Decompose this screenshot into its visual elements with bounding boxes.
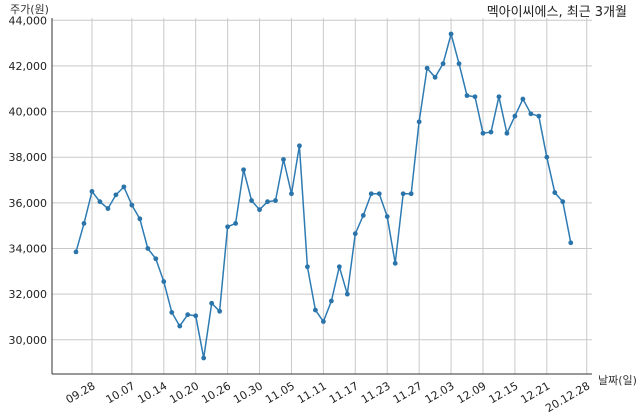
data-point — [472, 94, 478, 100]
data-point — [496, 94, 502, 100]
y-tick-label: 44,000 — [9, 14, 48, 27]
y-tick-label: 38,000 — [9, 151, 48, 164]
data-point — [185, 312, 191, 318]
data-point — [217, 308, 223, 314]
x-tick-label: 11.17 — [327, 379, 361, 406]
y-tick-label: 32,000 — [9, 288, 48, 301]
data-point — [344, 291, 350, 297]
data-point — [81, 220, 87, 226]
x-tick-label: 10.26 — [199, 379, 233, 406]
x-tick-label: 20.12.28 — [543, 379, 592, 415]
y-tick-label: 34,000 — [9, 242, 48, 255]
y-tick-label: 42,000 — [9, 60, 48, 73]
x-tick-label: 11.27 — [391, 379, 425, 406]
data-point — [137, 216, 143, 222]
data-point — [488, 129, 494, 135]
data-point — [408, 191, 414, 197]
data-point — [568, 240, 574, 246]
data-point — [448, 31, 454, 37]
x-tick-label: 09.28 — [64, 379, 98, 406]
x-tick-label: 11.11 — [295, 379, 329, 406]
data-point — [233, 220, 239, 226]
data-point — [273, 198, 278, 203]
data-point — [281, 157, 286, 162]
data-point — [201, 355, 207, 361]
x-tick-label: 11.23 — [359, 379, 393, 406]
data-point — [536, 113, 542, 119]
data-point — [480, 130, 486, 136]
data-point — [97, 199, 103, 205]
data-point — [352, 231, 358, 237]
data-point — [368, 191, 374, 197]
data-point — [209, 300, 215, 306]
y-tick-labels: 30,000 32,000 34,000 36,000 38,000 40,000 42,0… — [9, 14, 48, 346]
data-point — [105, 206, 111, 211]
data-point — [145, 246, 151, 251]
data-point — [560, 199, 566, 205]
data-point — [432, 74, 438, 80]
data-point — [504, 130, 510, 136]
data-point — [336, 264, 342, 270]
data-point — [360, 212, 366, 218]
data-point — [193, 313, 199, 319]
x-gridlines — [91, 18, 588, 374]
x-tick-label: 11.05 — [263, 379, 297, 406]
data-point — [249, 198, 254, 203]
data-point — [265, 199, 270, 205]
y-tick-label: 36,000 — [9, 197, 48, 210]
data-point — [73, 249, 79, 255]
data-point — [512, 113, 518, 119]
y-tick-label: 30,000 — [9, 334, 48, 347]
data-point — [424, 65, 430, 71]
data-point — [376, 191, 382, 197]
data-point — [313, 307, 318, 313]
y-axis-label: 주가(원) — [10, 3, 49, 16]
chart-title: 멕아이씨에스, 최근 3개월 — [487, 5, 627, 20]
y-gridlines — [52, 19, 592, 341]
data-point — [416, 119, 422, 125]
x-tick-label: 10.07 — [104, 379, 138, 406]
x-axis-label: 날짜(일) — [598, 373, 637, 387]
x-tick-label: 10.14 — [136, 379, 170, 406]
data-point — [169, 309, 175, 315]
data-point — [113, 192, 119, 198]
x-tick-labels: 09.28 10.0710.1410.2010.2610.3011.0511.11… — [64, 379, 593, 415]
data-point — [241, 167, 246, 173]
x-tick-label: 12.09 — [455, 379, 489, 406]
price-series-points — [73, 31, 574, 361]
data-point — [89, 189, 95, 194]
data-point — [161, 279, 167, 284]
data-point — [297, 143, 302, 149]
data-point — [121, 184, 127, 190]
data-point — [320, 319, 326, 324]
data-point — [305, 264, 310, 270]
data-point — [153, 256, 159, 262]
data-point — [225, 224, 231, 230]
x-tick-label: 10.20 — [167, 379, 201, 406]
data-point — [456, 61, 462, 67]
data-point — [257, 207, 262, 213]
x-tick-label: 12.15 — [487, 379, 521, 406]
data-point — [520, 96, 526, 102]
data-point — [400, 191, 406, 197]
data-point — [384, 214, 390, 219]
y-tick-label: 40,000 — [9, 106, 48, 119]
x-tick-label: 12.03 — [423, 379, 457, 406]
data-point — [464, 93, 470, 98]
data-point — [528, 111, 534, 117]
data-point — [544, 154, 550, 160]
data-point — [440, 61, 446, 67]
data-point — [392, 260, 398, 266]
x-tick-label: 10.30 — [231, 379, 265, 406]
data-point — [177, 323, 183, 329]
data-point — [289, 191, 294, 197]
data-point — [129, 202, 135, 208]
data-point — [328, 298, 334, 304]
data-point — [552, 190, 558, 195]
